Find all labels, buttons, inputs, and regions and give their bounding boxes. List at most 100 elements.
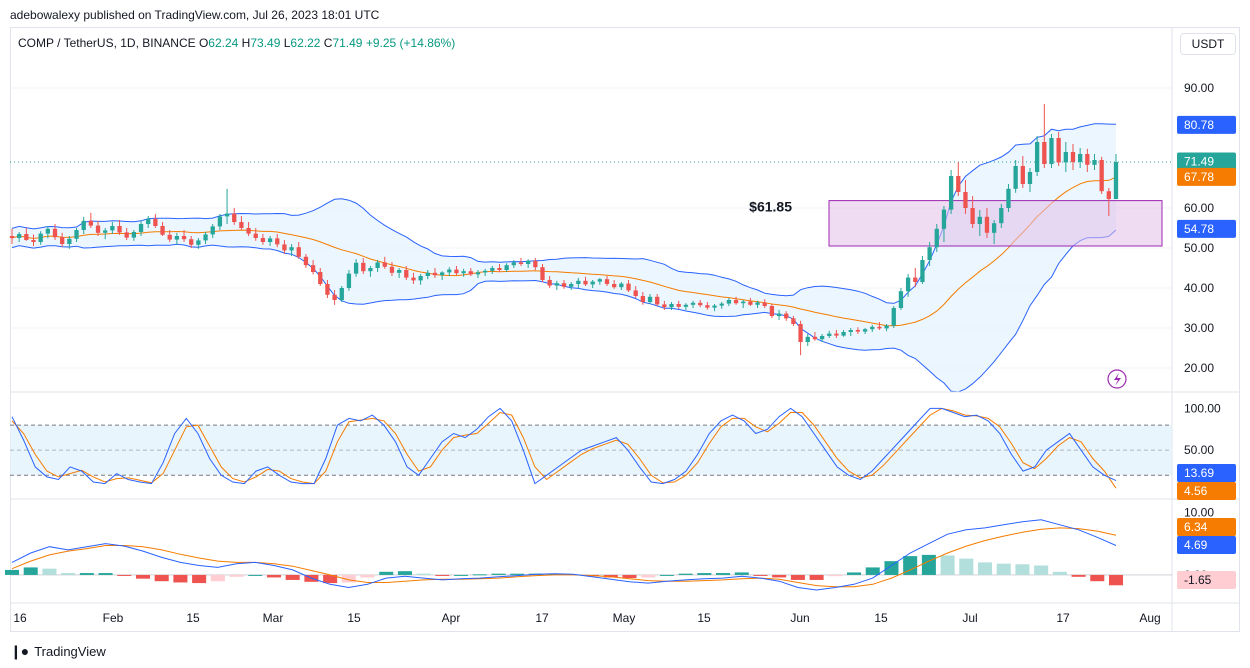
candle (389, 262, 395, 276)
candle-body (612, 284, 617, 288)
macd-histogram-bar (135, 574, 150, 579)
lower-band-price-tag-text: 54.78 (1184, 222, 1214, 236)
candle (246, 222, 251, 236)
candle (1070, 144, 1076, 170)
candle-body (870, 326, 875, 330)
candle-body (848, 330, 853, 332)
candle-body (310, 265, 316, 272)
candle-body (963, 192, 968, 208)
candle-body (24, 234, 29, 240)
basis-line (11, 176, 1117, 327)
candle-body (131, 232, 137, 238)
candle-body (518, 262, 524, 264)
candle (561, 280, 567, 289)
candle (1078, 148, 1083, 168)
candle-body (1106, 191, 1111, 200)
macd-histogram-bar (622, 574, 637, 579)
band-fill (12, 123, 1116, 392)
macd-histogram-bar (1015, 564, 1030, 575)
candle-body (468, 271, 473, 275)
stoch-d-tag-bg (1177, 482, 1236, 500)
candle-body (88, 220, 94, 226)
candle-body (834, 333, 839, 336)
candle-body (712, 305, 717, 308)
candle (748, 298, 753, 306)
candle-body (920, 260, 925, 282)
macd-histogram-bar (285, 574, 300, 580)
candle-body (748, 301, 753, 305)
candle (253, 228, 258, 241)
candle-body (554, 283, 559, 286)
macd-signal-tag: 6.34 (1177, 518, 1236, 536)
symbol-name[interactable]: COMP / TetherUS, 1D, BINANCE (18, 36, 196, 50)
candle-body (332, 294, 337, 300)
candle-body (296, 247, 301, 257)
candle-body (232, 213, 237, 222)
candle-body (124, 232, 129, 238)
macd-histogram-bar (117, 574, 132, 576)
currency-button[interactable]: USDT (1180, 33, 1236, 55)
candle-body (303, 256, 309, 266)
candle (848, 328, 853, 336)
time-tick-label: Jul (962, 611, 977, 625)
candle-body (762, 302, 767, 306)
candle-body (224, 213, 230, 217)
candle-body (217, 216, 223, 227)
candle (361, 258, 366, 274)
candle-body (1085, 154, 1090, 165)
candle (239, 216, 244, 230)
macd-histogram-bar (940, 555, 955, 575)
candle (1034, 136, 1040, 176)
candle (963, 180, 968, 214)
candle-body (1113, 162, 1119, 200)
candle-body (210, 226, 215, 235)
candle-body (239, 222, 244, 228)
candle (769, 304, 775, 318)
candle-body (690, 302, 696, 305)
candle-body (597, 279, 602, 282)
candle (913, 268, 918, 288)
candle (117, 220, 122, 235)
upper-band-price-tag: 80.78 (1177, 115, 1236, 134)
macd-tag: 4.69 (1177, 536, 1236, 554)
candle (984, 208, 990, 238)
candle (927, 242, 932, 266)
macd-histogram-bar (454, 574, 469, 576)
price-change: +9.25 (+14.86%) (365, 36, 456, 50)
candle-body (862, 329, 868, 332)
lower-band-price-tag-bg (1177, 219, 1236, 238)
macd-histogram-bar (847, 572, 862, 575)
price-tick-label: 40.00 (1184, 281, 1214, 295)
candle-body (511, 262, 516, 266)
candle-body (246, 228, 251, 234)
candle (977, 210, 982, 236)
macd-histogram-bar (154, 574, 169, 582)
candle (17, 232, 22, 242)
candle-body (461, 271, 466, 274)
candle (67, 236, 72, 249)
candle (482, 268, 488, 276)
time-tick-label: Feb (103, 611, 124, 625)
time-tick-label: 15 (186, 611, 200, 625)
macd-hist-tag-bg (1177, 571, 1236, 589)
candle (640, 292, 646, 305)
candle (418, 274, 423, 285)
candle (604, 276, 610, 286)
publisher-credit: adebowalexy published on TradingView.com… (10, 8, 380, 22)
candle-body (1027, 172, 1033, 184)
macd-histogram-bar (42, 568, 57, 575)
tradingview-logo[interactable]: ❙● TradingView (10, 643, 106, 660)
time-tick-label: Apr (442, 611, 461, 625)
time-tick-label: 17 (535, 611, 549, 625)
candle-body (1034, 142, 1040, 172)
candle (189, 236, 194, 248)
candle-body (325, 284, 330, 295)
candle-body (1099, 160, 1104, 192)
candle (741, 300, 746, 308)
stoch-tick-label: 50.00 (1184, 443, 1214, 457)
macd-histogram-bar (379, 571, 394, 575)
candle-body (719, 303, 724, 306)
candle-body (1013, 166, 1018, 189)
candle (805, 334, 810, 346)
